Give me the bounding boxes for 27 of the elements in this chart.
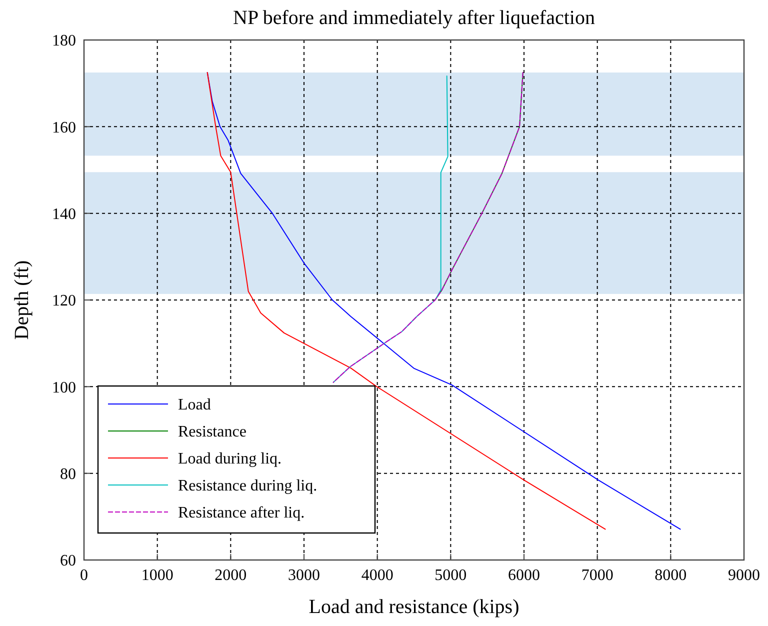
x-tick-label: 0 bbox=[80, 567, 88, 584]
x-tick-label: 7000 bbox=[581, 567, 614, 584]
legend-label: Load during liq. bbox=[178, 450, 282, 468]
legend-label: Resistance during liq. bbox=[178, 478, 318, 495]
y-tick-label: 60 bbox=[60, 552, 76, 570]
y-tick-label: 160 bbox=[52, 119, 76, 136]
x-tick-label: 2000 bbox=[214, 567, 247, 584]
x-axis-title: Load and resistance (kips) bbox=[308, 596, 520, 618]
x-tick-label: 5000 bbox=[434, 567, 467, 584]
x-tick-label: 8000 bbox=[654, 567, 687, 584]
legend-label: Resistance bbox=[178, 424, 246, 441]
legend-label: Resistance after liq. bbox=[178, 504, 305, 522]
x-tick-label: 3000 bbox=[288, 567, 320, 584]
x-tick-label: 9000 bbox=[728, 567, 760, 584]
y-tick-label: 180 bbox=[52, 32, 76, 50]
line-series bbox=[332, 75, 448, 383]
y-tick-label: 140 bbox=[52, 206, 76, 223]
x-tick-label: 4000 bbox=[361, 567, 394, 584]
chart-title: NP before and immediately after liquefaction bbox=[233, 7, 595, 29]
y-tick-label: 120 bbox=[52, 292, 76, 310]
line-series bbox=[332, 72, 524, 383]
legend-label: Load bbox=[178, 396, 211, 414]
y-tick-label: 100 bbox=[52, 379, 76, 396]
x-tick-label: 1000 bbox=[141, 567, 174, 584]
y-tick-label: 80 bbox=[60, 466, 76, 483]
x-tick-label: 6000 bbox=[508, 567, 540, 584]
y-axis-title: Depth (ft) bbox=[11, 260, 33, 340]
